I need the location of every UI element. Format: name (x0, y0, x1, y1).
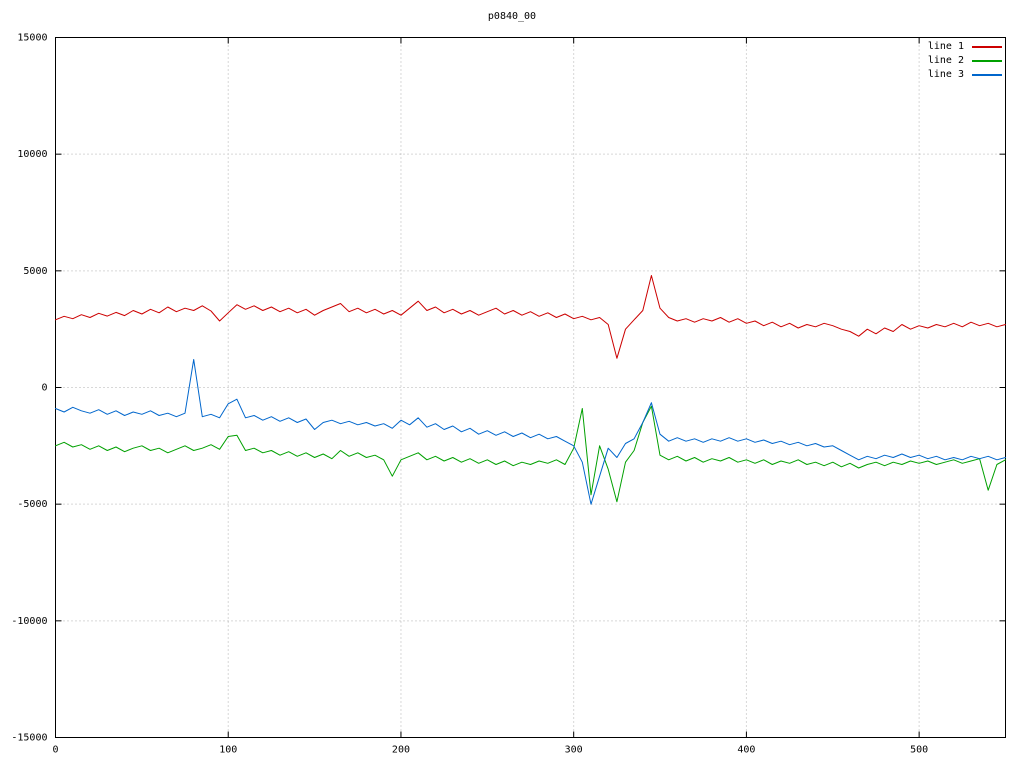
chart-title: p0840_00 (487, 11, 537, 22)
legend-label: line 1 (927, 41, 964, 52)
y-tick-label: -5000 (17, 499, 47, 510)
legend-item: line 3 (928, 69, 1002, 80)
y-tick-label: -10000 (11, 616, 47, 627)
legend-line-sample (972, 59, 1002, 62)
legend-item: line 2 (928, 55, 1002, 66)
legend-label: line 2 (927, 55, 964, 66)
series-line (55, 359, 1006, 505)
y-tick-label: 5000 (23, 266, 47, 277)
x-tick-label: 0 (52, 745, 58, 756)
x-tick-label: 500 (910, 745, 928, 756)
y-tick-label: 10000 (17, 149, 47, 160)
x-tick-label: 300 (565, 745, 583, 756)
y-tick-label: 0 (41, 383, 47, 394)
legend-line-sample (972, 45, 1002, 48)
x-tick-label: 200 (392, 745, 410, 756)
y-tick-label: -15000 (11, 733, 47, 744)
legend-item: line 1 (928, 41, 1002, 52)
x-tick-label: 400 (737, 745, 755, 756)
legend-label: line 3 (927, 69, 964, 80)
legend: line 1 line 2 line 3 (928, 41, 1002, 80)
x-tick-label: 100 (219, 745, 237, 756)
legend-line-sample (972, 73, 1002, 76)
y-tick-label: 15000 (17, 33, 47, 44)
series-line (55, 275, 1006, 359)
series-line (55, 405, 1006, 503)
